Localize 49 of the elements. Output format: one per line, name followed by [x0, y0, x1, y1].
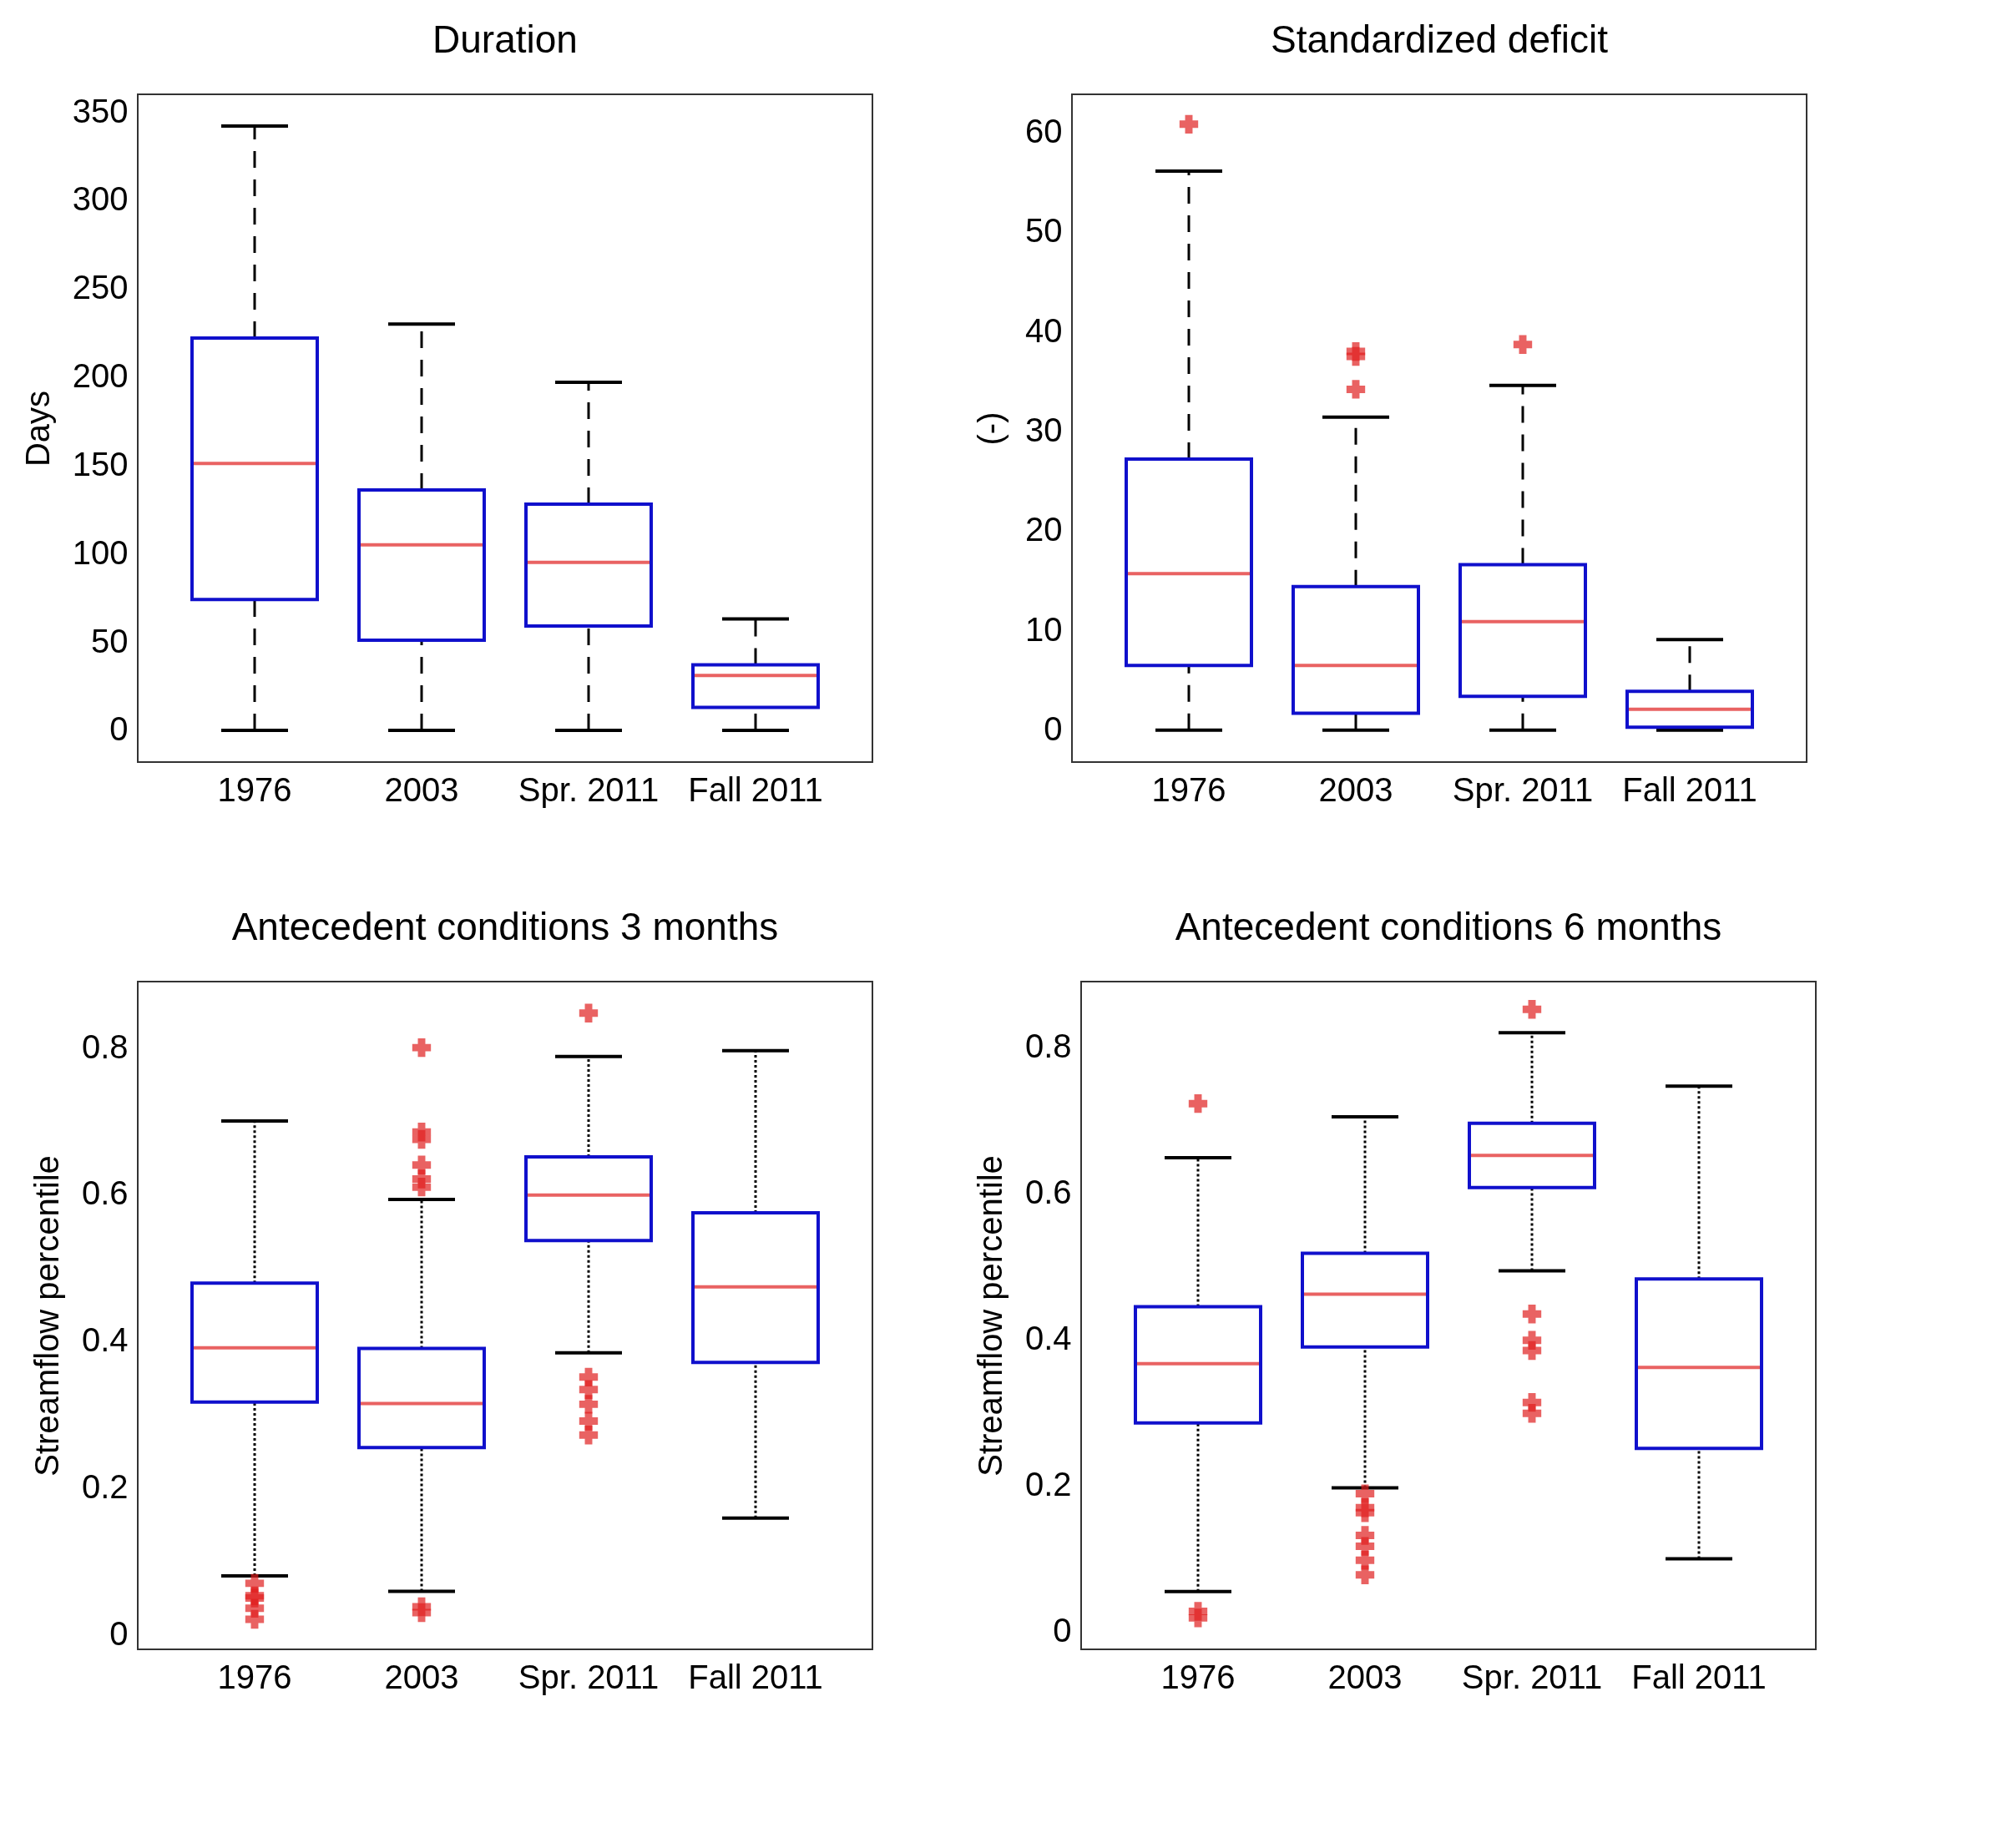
x-tick-label: 2003 — [384, 1658, 459, 1695]
x-tick-label: 2003 — [384, 770, 459, 808]
x-tick-label: 1976 — [217, 770, 292, 808]
y-tick-label: 0.4 — [1024, 1320, 1072, 1357]
x-tick-label: Spr. 2011 — [518, 770, 660, 808]
x-tick-label: Spr. 2011 — [518, 1658, 660, 1695]
x-tick-label: 2003 — [1318, 770, 1393, 808]
y-tick-label: 0 — [109, 1614, 129, 1652]
y-tick-label: 100 — [72, 533, 129, 571]
x-tick-label: Fall 2011 — [1622, 770, 1757, 808]
x-tick-label: 1976 — [217, 1658, 292, 1695]
y-tick-label: 0.6 — [81, 1174, 129, 1212]
x-tick-label: Spr. 2011 — [1461, 1658, 1603, 1695]
y-tick-label: 0.4 — [81, 1321, 129, 1359]
y-tick-label: 0.8 — [1024, 1028, 1072, 1065]
y-axis-title: Days — [18, 390, 56, 467]
y-tick-label: 0 — [109, 710, 129, 748]
y-axis-title: Streamflow percentile — [28, 1155, 65, 1477]
chart-title: Antecedent conditions 3 months — [231, 905, 779, 948]
x-tick-label: Spr. 2011 — [1452, 770, 1594, 808]
x-tick-label: Fall 2011 — [688, 1658, 823, 1695]
y-tick-label: 150 — [72, 445, 129, 482]
y-tick-label: 0 — [1044, 710, 1063, 748]
y-tick-label: 250 — [72, 269, 129, 306]
y-tick-label: 10 — [1025, 610, 1063, 648]
y-tick-label: 0.2 — [1024, 1466, 1072, 1503]
y-tick-label: 50 — [1025, 212, 1063, 250]
y-tick-label: 40 — [1025, 311, 1063, 349]
y-tick-label: 30 — [1025, 412, 1063, 449]
x-tick-label: 1976 — [1151, 770, 1226, 808]
x-tick-label: 1976 — [1160, 1658, 1236, 1695]
x-tick-label: Fall 2011 — [1631, 1658, 1767, 1695]
y-axis-title: (-) — [972, 412, 1009, 446]
y-axis-title: Streamflow percentile — [971, 1155, 1009, 1477]
chart-title: Antecedent conditions 6 months — [1175, 905, 1722, 948]
y-tick-label: 350 — [72, 92, 129, 129]
y-tick-label: 50 — [91, 622, 129, 659]
y-tick-label: 0.6 — [1024, 1174, 1072, 1211]
chart-title: Standardized deficit — [1270, 18, 1609, 61]
y-tick-label: 0 — [1053, 1612, 1072, 1649]
y-tick-label: 20 — [1025, 511, 1063, 548]
x-tick-label: Fall 2011 — [688, 770, 823, 808]
y-tick-label: 300 — [72, 180, 129, 218]
y-tick-label: 0.2 — [81, 1468, 129, 1506]
y-tick-label: 200 — [72, 357, 129, 395]
x-tick-label: 2003 — [1327, 1658, 1403, 1695]
y-tick-label: 0.8 — [81, 1028, 129, 1065]
y-tick-label: 60 — [1025, 112, 1063, 149]
chart-title: Duration — [432, 18, 578, 61]
